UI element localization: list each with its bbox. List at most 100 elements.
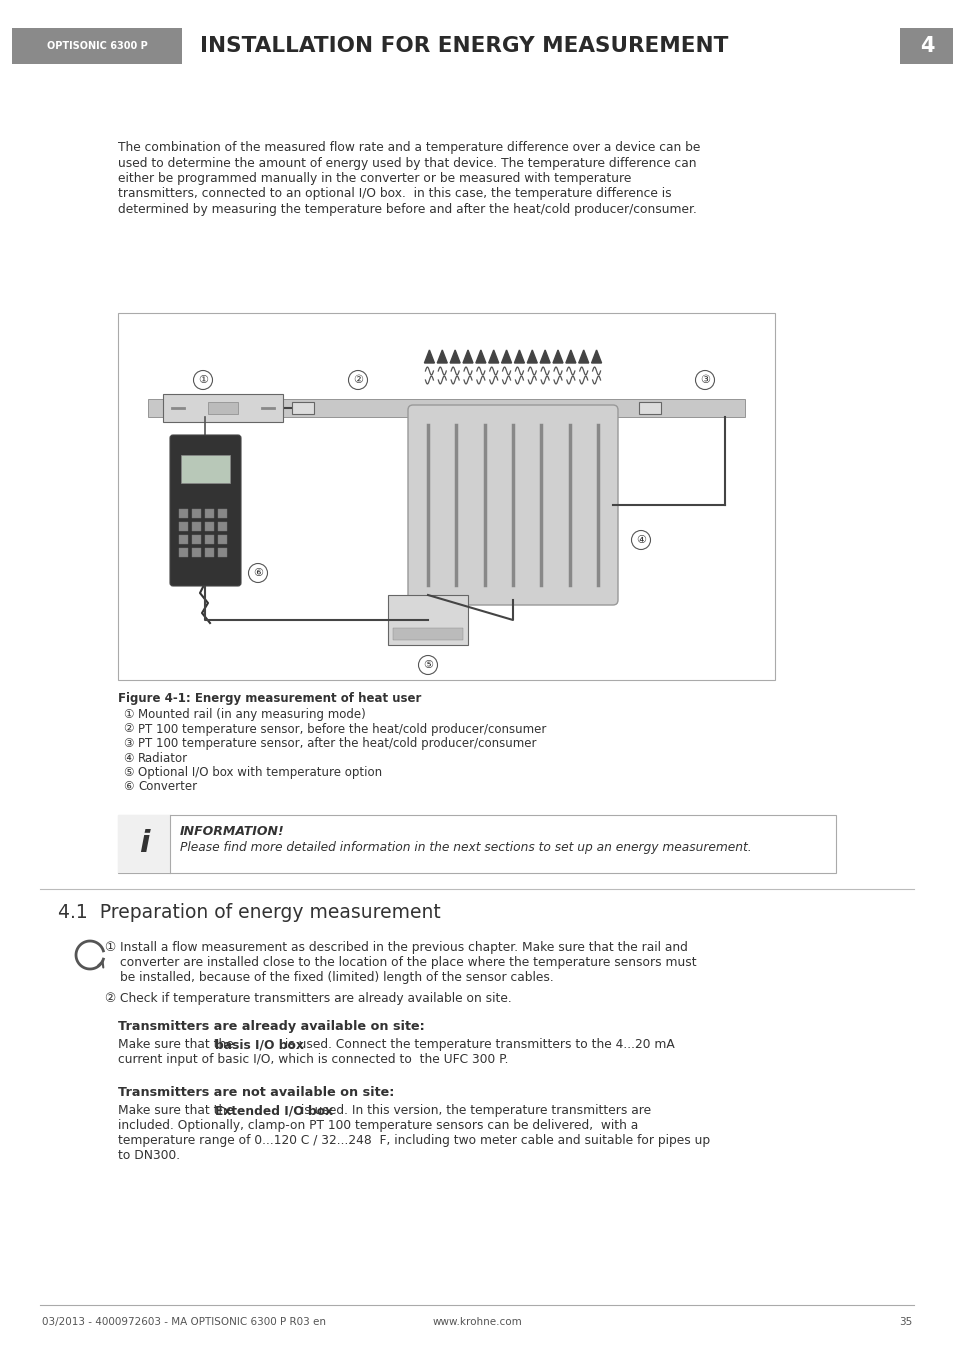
Polygon shape	[424, 350, 434, 363]
Bar	[192, 509, 201, 517]
Text: 03/2013 - 4000972603 - MA OPTISONIC 6300 P R03 en: 03/2013 - 4000972603 - MA OPTISONIC 6300…	[42, 1317, 326, 1327]
Bar	[205, 509, 213, 517]
Polygon shape	[565, 350, 576, 363]
Text: Extended I/O box: Extended I/O box	[214, 1104, 333, 1117]
Bar	[148, 399, 744, 417]
Text: Converter: Converter	[138, 781, 197, 793]
Bar	[118, 815, 835, 873]
Polygon shape	[462, 350, 473, 363]
Bar	[208, 403, 237, 413]
FancyBboxPatch shape	[408, 405, 618, 605]
Text: included. Optionally, clamp-on PT 100 temperature sensors can be delivered,  wit: included. Optionally, clamp-on PT 100 te…	[118, 1119, 638, 1132]
Text: Please find more detailed information in the next sections to set up an energy m: Please find more detailed information in…	[180, 842, 751, 854]
Bar	[218, 521, 227, 531]
Bar	[179, 521, 188, 531]
FancyBboxPatch shape	[170, 435, 241, 586]
Bar	[205, 549, 213, 557]
Text: INSTALLATION FOR ENERGY MEASUREMENT: INSTALLATION FOR ENERGY MEASUREMENT	[200, 36, 727, 55]
Bar	[639, 403, 660, 413]
Text: converter are installed close to the location of the place where the temperature: converter are installed close to the loc…	[120, 957, 696, 969]
Bar	[192, 549, 201, 557]
Text: Mounted rail (in any measuring mode): Mounted rail (in any measuring mode)	[138, 708, 365, 721]
Text: ④: ④	[636, 535, 645, 544]
Text: ⑤: ⑤	[123, 766, 133, 780]
Text: either be programmed manually in the converter or be measured with temperature: either be programmed manually in the con…	[118, 172, 631, 185]
Bar	[192, 521, 201, 531]
Text: ⑥: ⑥	[253, 567, 263, 578]
Bar	[118, 313, 774, 680]
Text: current input of basic I/O, which is connected to  the UFC 300 P.: current input of basic I/O, which is con…	[118, 1052, 508, 1066]
Text: be installed, because of the fixed (limited) length of the sensor cables.: be installed, because of the fixed (limi…	[120, 971, 553, 984]
Text: Radiator: Radiator	[138, 751, 188, 765]
Text: www.krohne.com: www.krohne.com	[432, 1317, 521, 1327]
Text: ④: ④	[123, 751, 133, 765]
Text: 4: 4	[919, 36, 933, 55]
Text: ①: ①	[198, 376, 208, 385]
Bar	[163, 394, 283, 422]
Text: ⑥: ⑥	[123, 781, 133, 793]
Text: basis I/O box: basis I/O box	[214, 1038, 303, 1051]
Text: Make sure that the: Make sure that the	[118, 1038, 237, 1051]
Text: ③: ③	[700, 376, 709, 385]
Polygon shape	[553, 350, 562, 363]
Text: The combination of the measured flow rate and a temperature difference over a de: The combination of the measured flow rat…	[118, 141, 700, 154]
Text: PT 100 temperature sensor, before the heat/cold producer/consumer: PT 100 temperature sensor, before the he…	[138, 723, 546, 735]
Text: 35: 35	[898, 1317, 911, 1327]
Bar	[181, 455, 230, 484]
Text: Transmitters are already available on site:: Transmitters are already available on si…	[118, 1020, 424, 1034]
Bar	[192, 535, 201, 544]
Circle shape	[348, 370, 367, 389]
Bar	[205, 535, 213, 544]
Bar	[179, 535, 188, 544]
Text: Optional I/O box with temperature option: Optional I/O box with temperature option	[138, 766, 382, 780]
Bar	[218, 549, 227, 557]
Text: is used. In this version, the temperature transmitters are: is used. In this version, the temperatur…	[296, 1104, 650, 1117]
Bar	[205, 521, 213, 531]
Text: Check if temperature transmitters are already available on site.: Check if temperature transmitters are al…	[120, 992, 511, 1005]
Polygon shape	[514, 350, 524, 363]
Circle shape	[193, 370, 213, 389]
Polygon shape	[488, 350, 498, 363]
Polygon shape	[450, 350, 459, 363]
Circle shape	[695, 370, 714, 389]
Circle shape	[248, 563, 267, 582]
Polygon shape	[591, 350, 601, 363]
Text: ②: ②	[353, 376, 363, 385]
Text: determined by measuring the temperature before and after the heat/cold producer/: determined by measuring the temperature …	[118, 203, 696, 216]
Bar	[118, 815, 170, 873]
Text: is used. Connect the temperature transmitters to the 4...20 mA: is used. Connect the temperature transmi…	[281, 1038, 675, 1051]
Text: ③: ③	[123, 738, 133, 750]
Bar	[393, 628, 462, 640]
Polygon shape	[527, 350, 537, 363]
Polygon shape	[476, 350, 485, 363]
Text: Make sure that the: Make sure that the	[118, 1104, 237, 1117]
Text: PT 100 temperature sensor, after the heat/cold producer/consumer: PT 100 temperature sensor, after the hea…	[138, 738, 536, 750]
Bar	[899, 28, 953, 63]
Bar	[218, 509, 227, 517]
Bar	[179, 549, 188, 557]
Text: INFORMATION!: INFORMATION!	[180, 825, 284, 838]
Text: OPTISONIC 6300 P: OPTISONIC 6300 P	[47, 41, 147, 51]
Circle shape	[418, 655, 437, 674]
Text: ⑤: ⑤	[422, 661, 433, 670]
Text: ①: ①	[104, 942, 115, 954]
Text: ②: ②	[123, 723, 133, 735]
Text: 4.1  Preparation of energy measurement: 4.1 Preparation of energy measurement	[58, 902, 440, 921]
Text: used to determine the amount of energy used by that device. The temperature diff: used to determine the amount of energy u…	[118, 157, 696, 169]
Bar	[12, 28, 182, 63]
Polygon shape	[539, 350, 550, 363]
Bar	[218, 535, 227, 544]
Bar	[179, 509, 188, 517]
Polygon shape	[436, 350, 447, 363]
Bar	[388, 594, 468, 644]
Circle shape	[631, 531, 650, 550]
Text: Install a flow measurement as described in the previous chapter. Make sure that : Install a flow measurement as described …	[120, 942, 687, 954]
Text: transmitters, connected to an optional I/O box.  in this case, the temperature d: transmitters, connected to an optional I…	[118, 188, 671, 200]
Text: to DN300.: to DN300.	[118, 1148, 180, 1162]
Text: Figure 4-1: Energy measurement of heat user: Figure 4-1: Energy measurement of heat u…	[118, 692, 421, 705]
Bar	[292, 403, 314, 413]
Polygon shape	[501, 350, 511, 363]
Text: Transmitters are not available on site:: Transmitters are not available on site:	[118, 1086, 394, 1098]
Text: ②: ②	[104, 992, 115, 1005]
Text: temperature range of 0...120 C / 32...248  F, including two meter cable and suit: temperature range of 0...120 C / 32...24…	[118, 1133, 709, 1147]
